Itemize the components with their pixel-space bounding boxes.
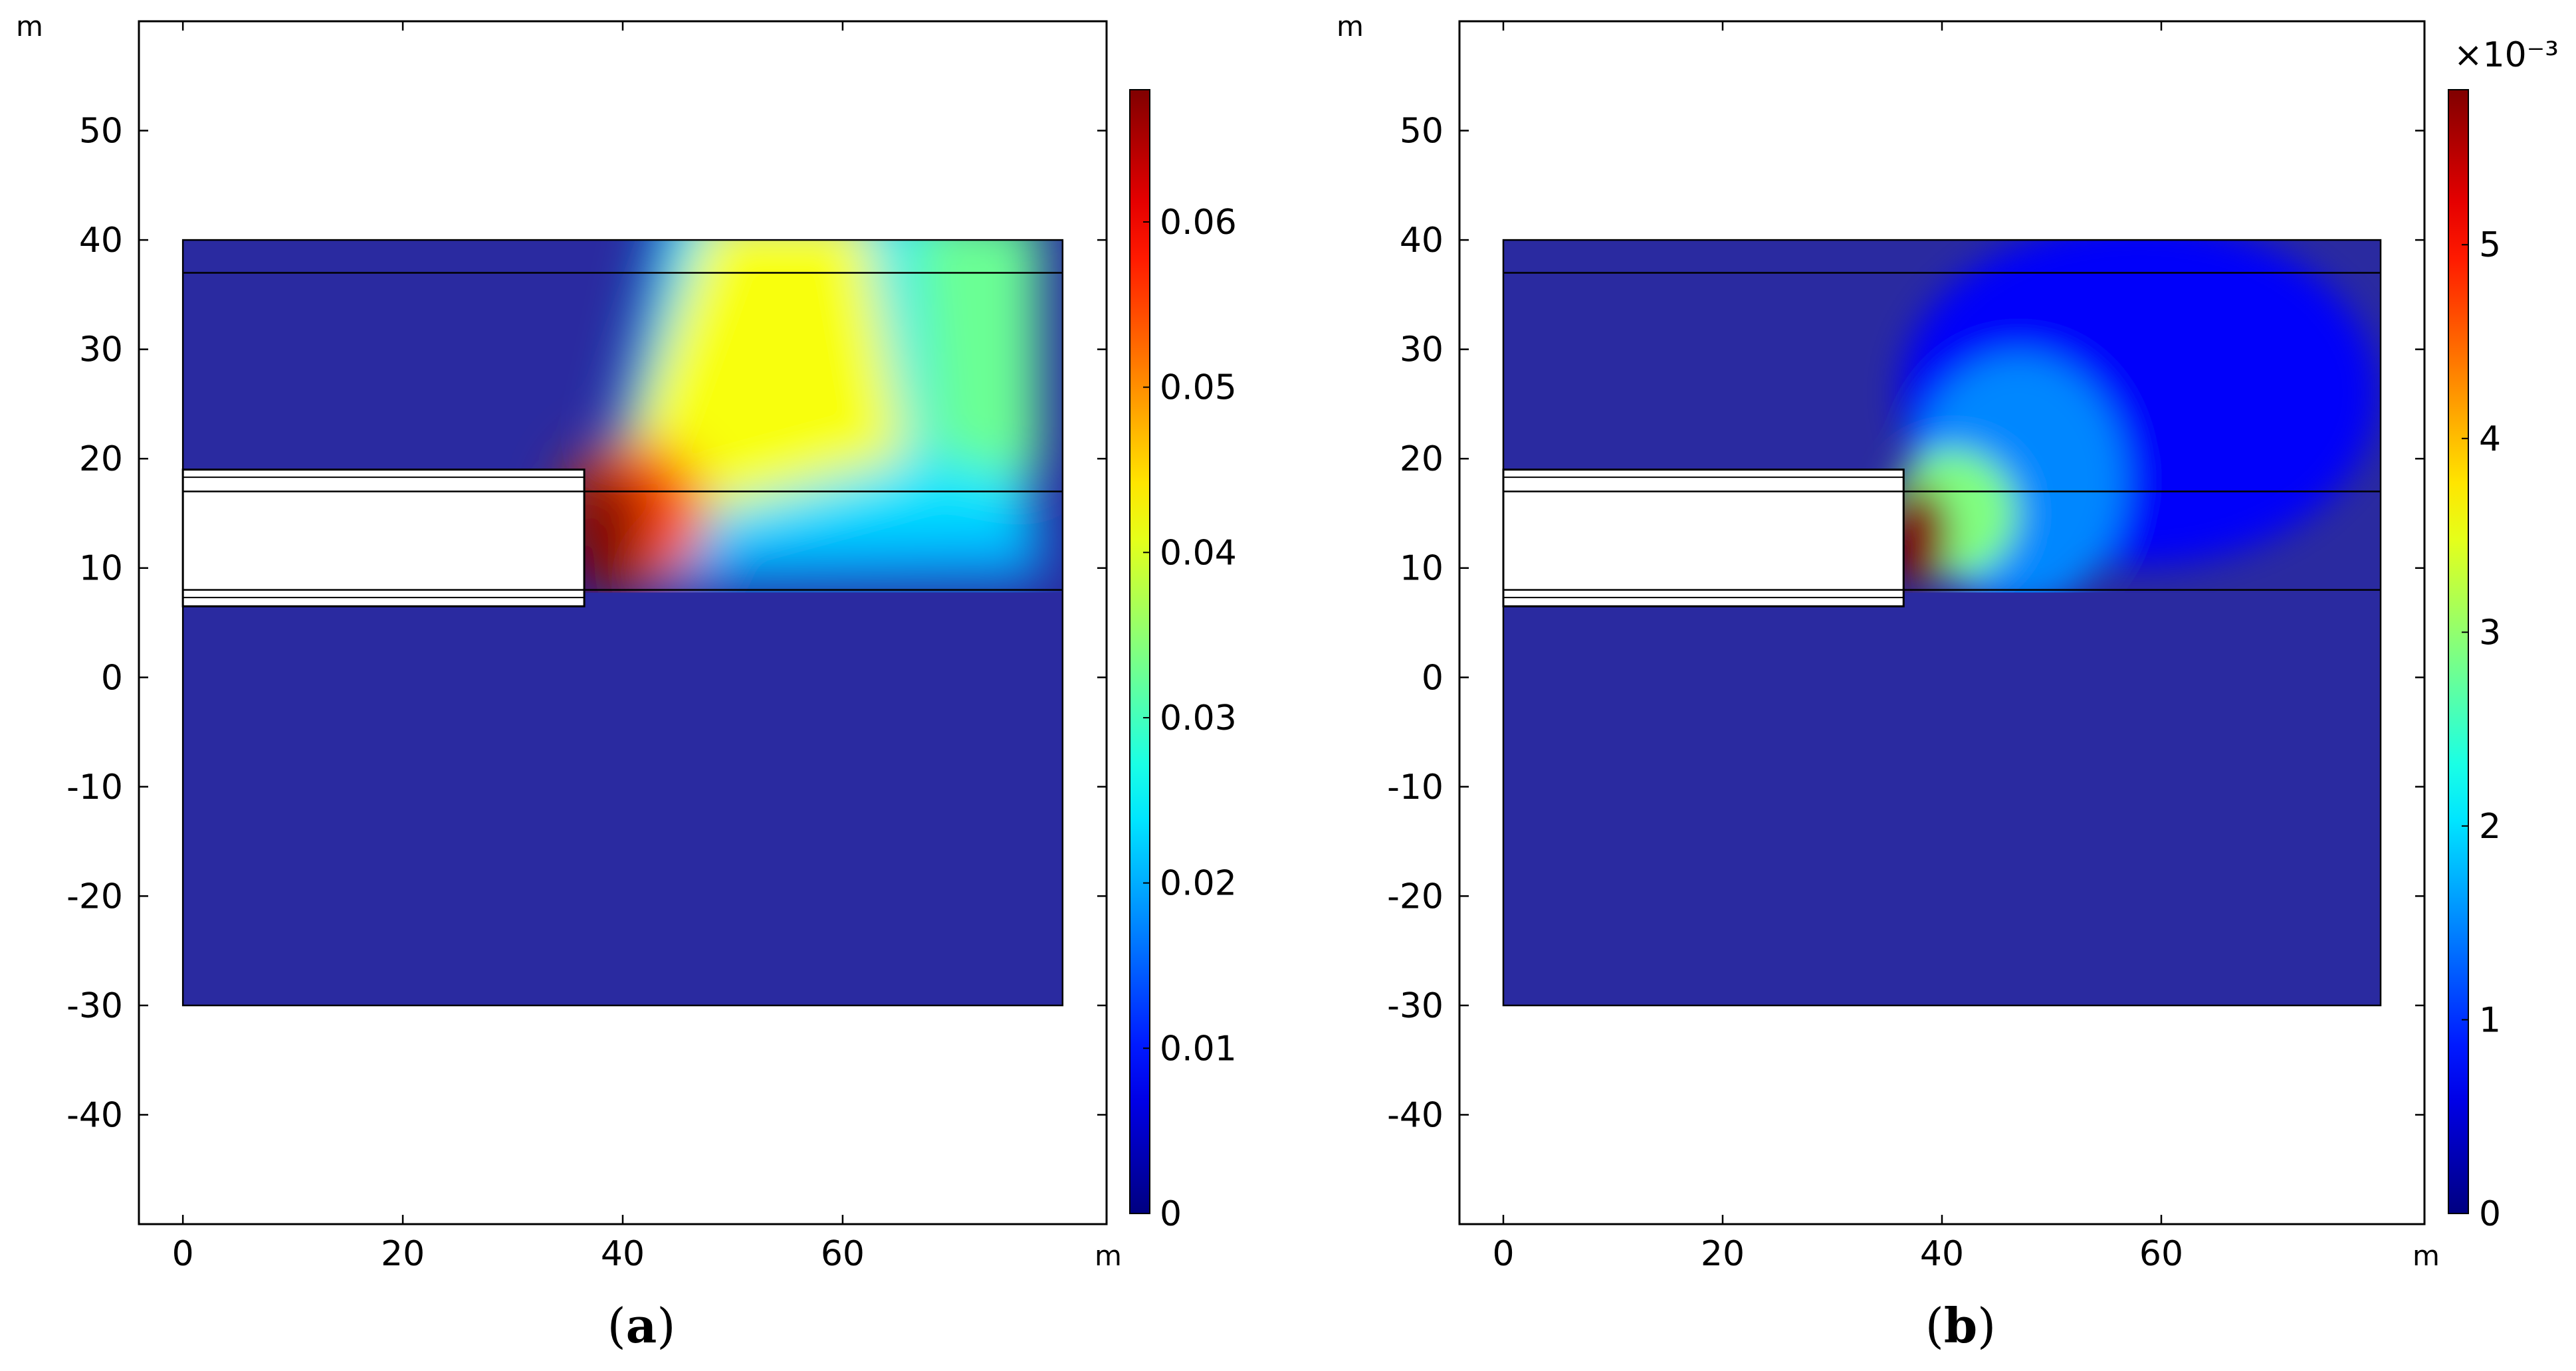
colorbar-tick-label: 0.04 [1160,533,1237,573]
y-tick-label: 10 [79,549,123,589]
colorbar-tick-label: 0 [1160,1194,1182,1234]
excavation [1502,469,1905,607]
domain-outline [181,239,1064,1007]
x-unit-label: m [2413,1239,2440,1272]
colorbar-tick-label: 3 [2479,613,2501,653]
y-tick-label: 0 [101,658,123,698]
field-lower-zone [183,592,1063,1005]
x-tick-label: 20 [1701,1234,1745,1274]
y-tick-label: 50 [1400,112,1444,152]
field-lower-zone [1503,592,2381,1005]
field-gradient [1889,240,2379,607]
y-tick-label: -20 [1387,877,1444,916]
field-hot-core [566,467,647,593]
colorbar-tick-label: 4 [2479,419,2501,459]
y-tick-label: 10 [1400,549,1444,589]
y-tick-label: 20 [1400,439,1444,479]
colorbar [2448,89,2469,1214]
y-tick-label: 20 [79,439,123,479]
colorbar-tick-label: 2 [2479,807,2501,847]
field-fan-lower [595,524,1041,585]
colorbar-tick-label: 0.02 [1160,864,1237,904]
y-tick-label: -40 [1387,1095,1444,1135]
y-tick-label: -20 [66,877,123,916]
field-a [183,240,1063,1005]
y-tick-label: 40 [1400,221,1444,261]
y-unit-label: m [16,10,43,43]
x-tick-label: 40 [1920,1234,1964,1274]
field-fan-right [911,240,1041,481]
y-tick-label: -30 [66,986,123,1026]
y-tick-label: 30 [79,330,123,370]
colorbar-tick-label: 5 [2479,225,2501,265]
y-tick-label: 0 [1422,658,1444,698]
y-tick-label: 40 [79,221,123,261]
colorbar-multiplier: ×10⁻³ [2454,35,2559,75]
x-unit-label: m [1095,1239,1122,1272]
y-tick-label: -30 [1387,986,1444,1026]
panel-caption: (b) [1925,1297,1996,1354]
excavation [181,469,586,607]
panel-b: 0 20 40 60 50 40 30 20 10 0 -10 -20 -30 -40 m m 0 1 2 3 4 5 ×1… [1337,10,2559,1354]
colorbar-tick-label: 0.01 [1160,1029,1237,1069]
y-tick-label: -10 [1387,768,1444,807]
y-tick-label: 50 [79,112,123,152]
y-tick-label: -10 [66,768,123,807]
x-tick-label: 0 [1492,1234,1514,1274]
colorbar-tick-label: 0.05 [1160,368,1237,408]
field-hot-core [1890,485,1950,585]
y-unit-label: m [1337,10,1364,43]
colorbar-tick-label: 0 [2479,1194,2501,1234]
colorbar-tick-label: 0.03 [1160,698,1237,738]
colorbar-tick-label: 0.06 [1160,203,1237,243]
colorbar-tick-label: 1 [2479,1000,2501,1040]
x-tick-label: 60 [2139,1234,2183,1274]
panel-a: 0 20 40 60 50 40 30 20 10 0 -10 -20 -30 -40 m m 0 0.01 0.0… [16,10,1237,1354]
x-tick-label: 60 [821,1234,865,1274]
panel-caption: (a) [607,1297,676,1354]
x-tick-label: 20 [381,1234,425,1274]
field-b [1503,240,2381,1005]
y-tick-label: -40 [66,1095,123,1135]
y-tick-label: 30 [1400,330,1444,370]
field-gradient [560,240,1041,593]
x-tick-label: 0 [172,1234,194,1274]
colorbar [1129,89,1150,1214]
x-tick-label: 40 [601,1234,645,1274]
domain-outline [1502,239,2382,1007]
